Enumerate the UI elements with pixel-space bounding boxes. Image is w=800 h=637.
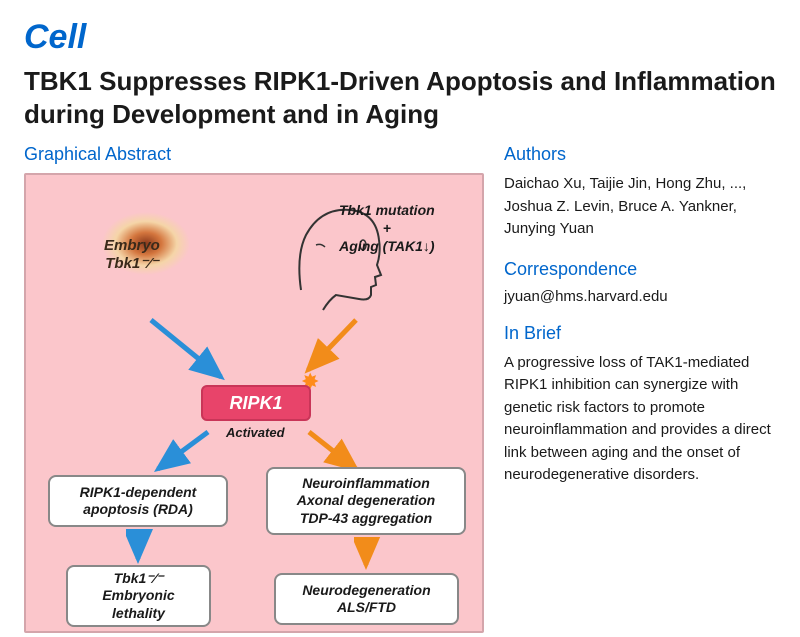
degen-l2: ALS/FTD <box>282 599 451 617</box>
embryo-graphic: Embryo Tbk1⁻⁄⁻ <box>76 203 216 313</box>
lethal-l3: lethality <box>74 605 203 623</box>
embryo-label-l2: Tbk1⁻⁄⁻ <box>105 255 158 272</box>
neuro-l3: TDP-43 aggregation <box>274 510 458 528</box>
embryo-label: Embryo Tbk1⁻⁄⁻ <box>104 237 160 273</box>
article-title: TBK1 Suppresses RIPK1-Driven Apoptosis a… <box>24 65 776 130</box>
correspondence-email: jyuan@hms.harvard.edu <box>504 288 776 305</box>
graphical-abstract-heading: Graphical Abstract <box>24 144 484 165</box>
head-label-l2: Aging (TAK1↓) <box>339 238 434 254</box>
neuro-box: Neuroinflammation Axonal degeneration TD… <box>266 467 466 535</box>
inbrief-heading: In Brief <box>504 323 776 344</box>
head-label-l1: Tbk1 mutation <box>339 202 435 218</box>
arrow-ripk1-to-rda <box>146 427 226 482</box>
head-graphic: Tbk1 mutation + Aging (TAK1↓) <box>281 195 461 315</box>
right-column: Authors Daichao Xu, Taijie Jin, Hong Zhu… <box>504 144 776 633</box>
two-column-layout: Graphical Abstract Embryo Tbk1⁻⁄⁻ Tbk1 m… <box>24 144 776 633</box>
correspondence-heading: Correspondence <box>504 259 776 280</box>
lethal-l1: Tbk1⁻⁄⁻ <box>74 570 203 588</box>
embryo-label-l1: Embryo <box>104 237 160 254</box>
arrow-rda-to-lethal <box>126 529 156 569</box>
inbrief-text: A progressive loss of TAK1-mediated RIPK… <box>504 352 776 487</box>
head-label-plus: + <box>383 220 391 236</box>
lethality-box: Tbk1⁻⁄⁻ Embryonic lethality <box>66 565 211 627</box>
arrow-neuro-to-degen <box>354 537 384 575</box>
rda-box: RIPK1-dependent apoptosis (RDA) <box>48 475 228 527</box>
journal-name: Cell <box>24 18 776 57</box>
authors-list: Daichao Xu, Taijie Jin, Hong Zhu, ..., J… <box>504 173 776 241</box>
graphical-abstract-panel: Embryo Tbk1⁻⁄⁻ Tbk1 mutation + Aging (TA… <box>24 173 484 633</box>
head-label: Tbk1 mutation + Aging (TAK1↓) <box>339 201 435 256</box>
lethal-l2: Embryonic <box>74 587 203 605</box>
authors-heading: Authors <box>504 144 776 165</box>
neuro-l1: Neuroinflammation <box>274 475 458 493</box>
arrow-embryo-to-ripk1 <box>146 315 236 390</box>
neuro-l2: Axonal degeneration <box>274 492 458 510</box>
ripk1-box: RIPK1 <box>201 385 311 421</box>
activated-label: Activated <box>226 425 285 440</box>
rda-l1: RIPK1-dependent <box>56 484 220 502</box>
rda-l2: apoptosis (RDA) <box>56 501 220 519</box>
degeneration-box: Neurodegeneration ALS/FTD <box>274 573 459 625</box>
degen-l1: Neurodegeneration <box>282 582 451 600</box>
left-column: Graphical Abstract Embryo Tbk1⁻⁄⁻ Tbk1 m… <box>24 144 484 633</box>
